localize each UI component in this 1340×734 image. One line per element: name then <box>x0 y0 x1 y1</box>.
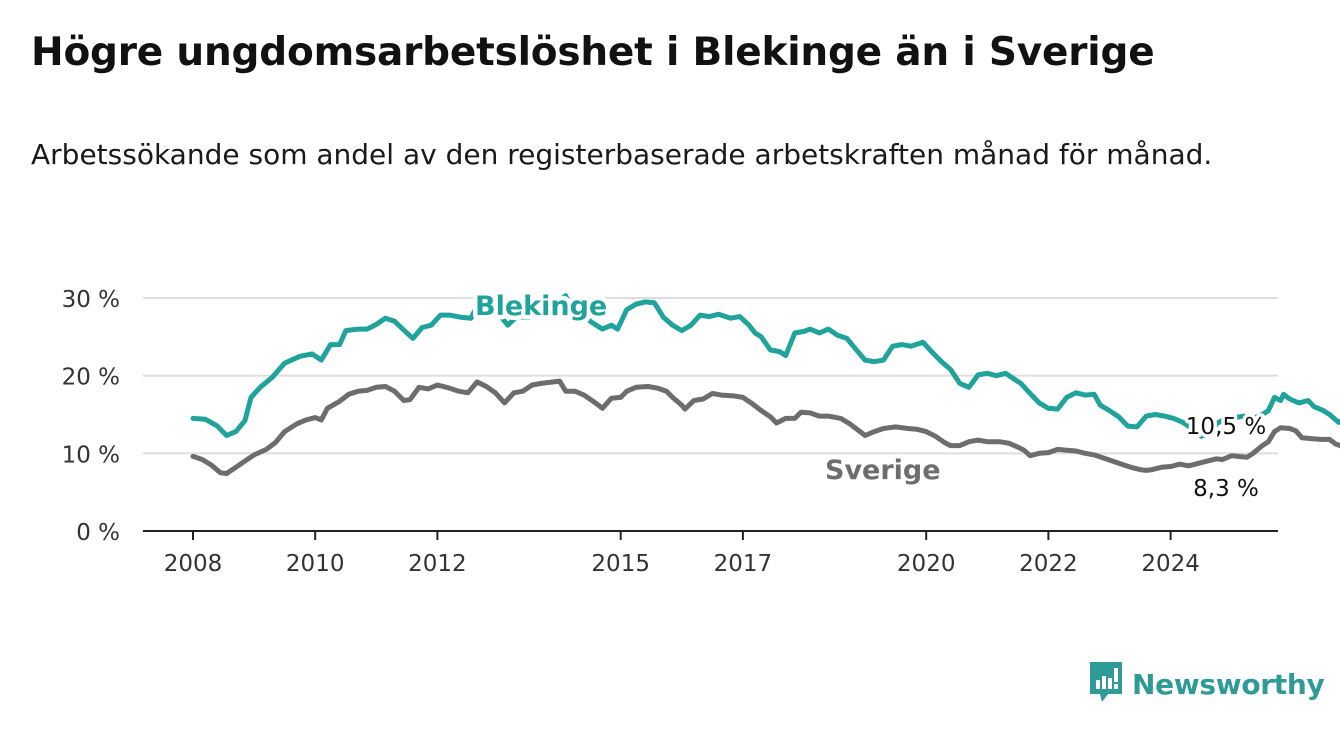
newsworthy-logo-icon <box>1088 660 1124 708</box>
x-tick-label: 2020 <box>897 551 956 577</box>
end-value-label-sverige: 8,3 % <box>1193 476 1259 502</box>
x-tick-label: 2024 <box>1141 551 1200 577</box>
x-tick-label: 2008 <box>164 551 223 577</box>
newsworthy-logo[interactable]: Newsworthy <box>1088 660 1325 708</box>
chart-title: Högre ungdomsarbetslöshet i Blekinge än … <box>31 30 1155 75</box>
y-tick-label: 30 % <box>62 287 120 313</box>
x-tick-label: 2017 <box>714 551 773 577</box>
x-tick-label: 2012 <box>408 551 467 577</box>
series-label-halo: Sverige <box>825 455 941 486</box>
x-tick-label: 2015 <box>591 551 650 577</box>
series-line-sverige <box>190 378 1340 476</box>
end-value-label-blekinge: 10,5 % <box>1186 414 1266 440</box>
series-line-blekinge <box>190 293 1340 439</box>
x-tick-label: 2010 <box>286 551 345 577</box>
end-value-halo: 8,3 % <box>1193 476 1259 502</box>
series-label-halo: Blekinge <box>475 291 607 322</box>
x-tick-label: 2022 <box>1019 551 1078 577</box>
y-tick-label: 10 % <box>62 442 120 468</box>
y-tick-label: 0 % <box>76 520 120 546</box>
chart-subtitle: Arbetssökande som andel av den registerb… <box>31 138 1213 171</box>
series-label-blekinge: Blekinge <box>475 291 607 322</box>
series-label-sverige: Sverige <box>825 455 941 486</box>
end-value-halo: 10,5 % <box>1186 414 1266 440</box>
y-tick-label: 20 % <box>62 365 120 391</box>
newsworthy-logo-text: Newsworthy <box>1132 667 1325 701</box>
